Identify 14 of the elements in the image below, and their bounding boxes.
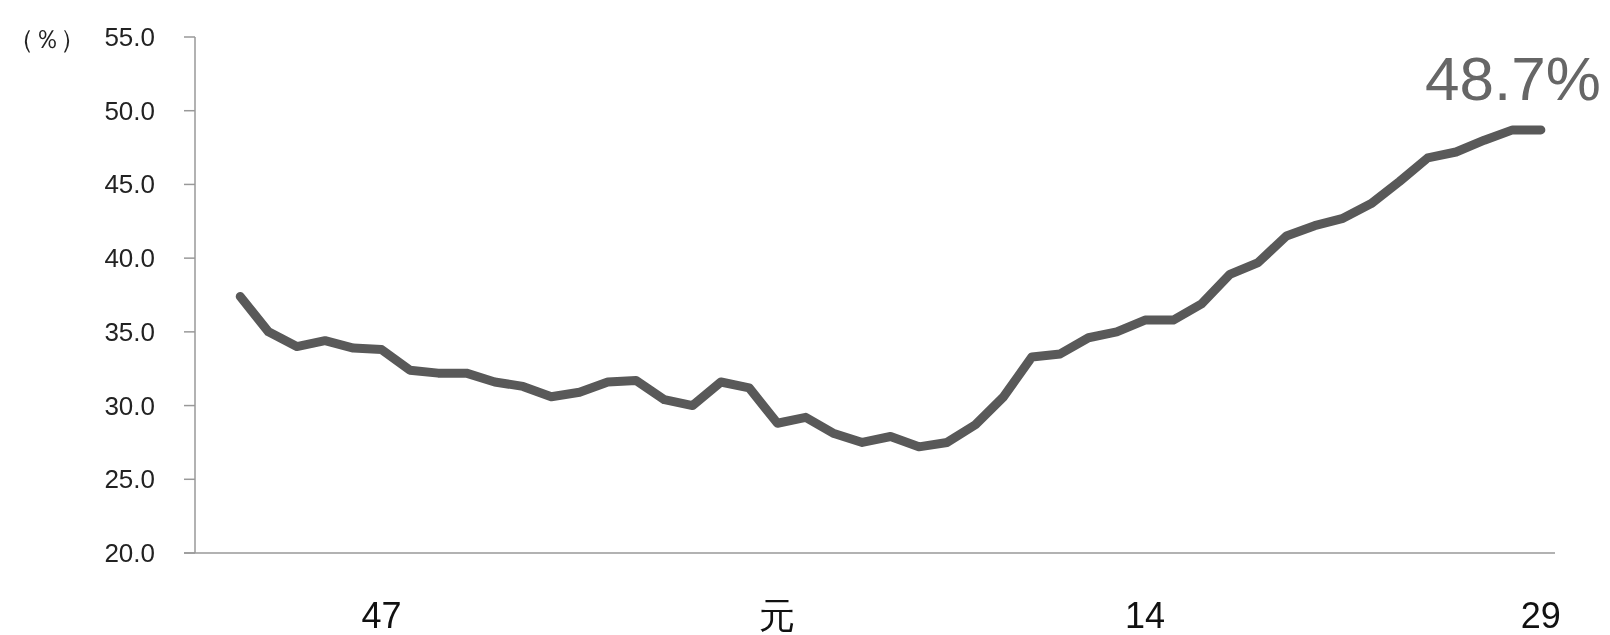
x-tick-label: 47 — [361, 595, 402, 635]
annotation: 48.7% — [1425, 43, 1601, 113]
y-axis-title: （％） — [8, 24, 86, 54]
y-tick-label: 55.0 — [104, 22, 155, 52]
y-tick-label: 20.0 — [104, 538, 155, 568]
x-tick-label: 元 — [759, 595, 796, 635]
x-tick-label: 29 — [1520, 595, 1561, 635]
y-tick-label: 35.0 — [104, 316, 155, 347]
y-tick-label: 50.0 — [104, 95, 155, 126]
y-tick-label: 25.0 — [104, 464, 155, 495]
x-tick-label: 14 — [1125, 595, 1166, 635]
y-tick-label: 45.0 — [104, 169, 155, 200]
y-tick-label: 30.0 — [104, 390, 155, 421]
y-tick-label: 40.0 — [104, 243, 155, 274]
